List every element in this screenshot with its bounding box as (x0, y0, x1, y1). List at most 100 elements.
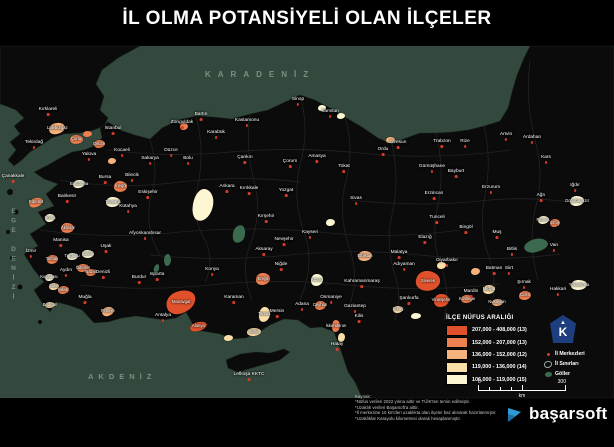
province-name: Gümüşhane (418, 164, 446, 169)
province-center-dot (161, 319, 165, 322)
province-label: Ordu (378, 147, 388, 156)
province-center-dot (469, 295, 473, 298)
province-name: Antalya (155, 313, 171, 318)
district-blob (108, 158, 116, 164)
province-label: Şırnak (517, 280, 531, 289)
legend-range-label: 106,000 - 119,000 (15) (472, 376, 527, 383)
province-center-dot (247, 378, 251, 381)
district-blob: Soma (45, 214, 55, 222)
province-center-dot (87, 158, 91, 161)
province-name: Ardahan (522, 135, 542, 140)
province-center-dot (556, 293, 560, 296)
province-name: Bartın (194, 112, 208, 117)
province-name: Kayseri (302, 230, 318, 235)
province-label: Amasya (308, 154, 326, 163)
district-blob: Bandırma (70, 179, 88, 189)
province-label: Ankara (219, 184, 235, 193)
district-blob: Erciş (550, 219, 560, 227)
province-label: Kars (541, 155, 551, 164)
province-center-dot (59, 244, 63, 247)
province-center-dot (232, 301, 236, 304)
district-blob (82, 131, 92, 137)
province-name: Trabzon (433, 139, 451, 144)
province-name: Siirt (504, 266, 514, 271)
province-name: Uşak (100, 244, 112, 249)
district-label: Doğubayazıt (565, 197, 589, 203)
province-label: Tunceli (429, 215, 445, 224)
province-name: Kırklareli (38, 107, 58, 112)
basarsoft-logo: başarsoft (505, 404, 607, 424)
district-blob: Nazilli (85, 268, 97, 276)
province-center-dot (360, 285, 364, 288)
district-blob (337, 113, 345, 119)
legend-title: İLÇE NÜFUS ARALIĞI (446, 315, 514, 321)
district-label: Siverek (421, 277, 435, 283)
scale-bar-line (478, 385, 566, 391)
province-name: Balıkesir (57, 194, 77, 199)
province-center-dot (504, 138, 508, 141)
province-label: Adana (295, 302, 309, 311)
province-name: Eskişehir (138, 190, 158, 195)
district-label: Kızıltepe (458, 295, 476, 301)
province-name: Nevşehir (274, 237, 294, 242)
aegean-island (6, 230, 10, 234)
province-label: Sakarya (141, 156, 159, 165)
province-center-dot (489, 191, 493, 194)
province-name: Düzce (164, 148, 178, 153)
district-label: Nusaybin (488, 298, 506, 304)
province-label: Manisa (53, 238, 69, 247)
city-center-icon (546, 352, 550, 356)
north-letter: K (558, 325, 568, 339)
district-blob: Bodrum (43, 302, 57, 308)
province-center-dot (354, 202, 358, 205)
province-center-dot (126, 210, 130, 213)
scale-unit-label: km (518, 392, 526, 399)
province-center-dot (262, 253, 266, 256)
aegean-island (7, 189, 13, 195)
province-label: Lefkoşa KKTC (233, 372, 265, 381)
source-line: *Uzaklıklar Karayolu kilometresi olarak … (355, 415, 461, 421)
province-center-dot (407, 302, 411, 305)
district-blob: Söke (49, 282, 59, 290)
province-name: Konya (205, 267, 219, 272)
province-name: Adıyaman (393, 262, 415, 267)
legend-color-swatch (446, 361, 468, 373)
province-label: Batman (486, 266, 502, 275)
province-name: Aksaray (255, 247, 273, 252)
province-center-dot (329, 301, 333, 304)
province-name: Bingöl (459, 225, 473, 230)
province-center-dot (342, 170, 346, 173)
province-label: Burdur (132, 275, 146, 284)
province-label: Elazığ (418, 235, 432, 244)
province-center-dot (137, 281, 141, 284)
province-name: Lefkoşa KKTC (233, 372, 265, 377)
aegean-island (10, 256, 14, 260)
district-label: İnegöl (114, 182, 126, 188)
province-center-dot (243, 161, 247, 164)
district-blob: Kızıltepe (458, 295, 476, 303)
source-line: *İl merkezine 10 km'den uzaklıkta olan i… (355, 410, 497, 416)
province-name: Çanakkale (1, 174, 25, 179)
district-blob: Suruç (392, 305, 404, 313)
province-label: Eskişehir (138, 190, 158, 199)
legend-marker-row: İl Merkezleri (544, 349, 612, 359)
district-label: Alanya (191, 322, 205, 328)
thrace-land (0, 45, 141, 167)
province-center-dot (396, 146, 400, 149)
legend-marker-label: İl Merkezleri (555, 351, 585, 357)
district-blob (337, 332, 345, 342)
basarsoft-logo-text: başarsoft (529, 404, 608, 423)
district-label: Suruç (392, 305, 404, 311)
province-center-dot (180, 126, 184, 129)
district-blob (385, 137, 395, 143)
province-label: Antalya (155, 313, 171, 322)
province-name: Mersin (269, 309, 285, 314)
province-label: Afyonkarahisar (129, 231, 161, 240)
province-label: Çankırı (237, 155, 253, 164)
district-label: Gebze (92, 140, 106, 146)
province-label: Tekirdağ (25, 140, 43, 149)
province-label: İzmir (26, 249, 36, 258)
province-center-dot (104, 250, 108, 253)
province-label: Isparta (150, 272, 164, 281)
province-label: Muş (492, 230, 502, 239)
